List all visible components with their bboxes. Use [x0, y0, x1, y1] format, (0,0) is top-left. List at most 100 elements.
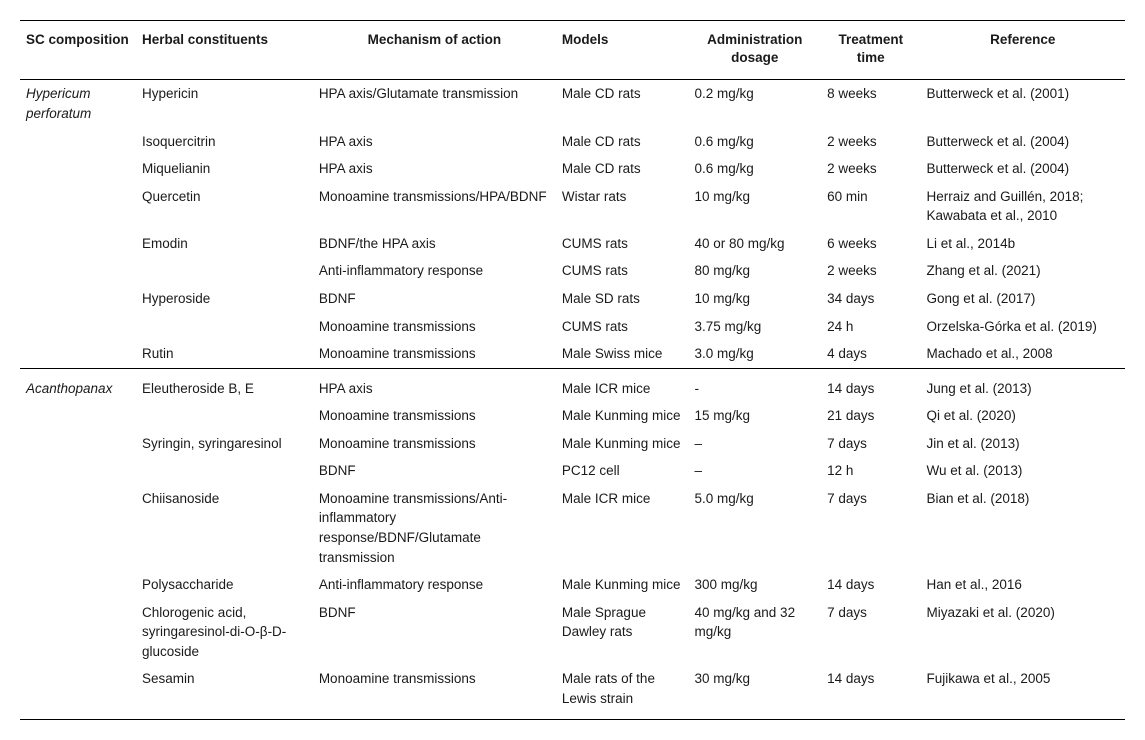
cell-ref: Qi et al. (2020) — [921, 402, 1125, 430]
cell-model: Wistar rats — [556, 183, 689, 230]
table-body: Hypericum perforatumHypericinHPA axis/Gl… — [20, 80, 1125, 719]
cell-sc — [20, 457, 136, 485]
table-row: Monoamine transmissionsMale Kunming mice… — [20, 402, 1125, 430]
cell-herb: Miquelianin — [136, 155, 313, 183]
cell-ref: Bian et al. (2018) — [921, 485, 1125, 571]
cell-dose: - — [689, 368, 822, 402]
cell-dose: – — [689, 430, 822, 458]
cell-dose: 5.0 mg/kg — [689, 485, 822, 571]
cell-model: CUMS rats — [556, 230, 689, 258]
data-table: SC composition Herbal constituents Mecha… — [20, 20, 1125, 720]
cell-time: 2 weeks — [821, 128, 920, 156]
cell-ref: Jung et al. (2013) — [921, 368, 1125, 402]
cell-sc — [20, 599, 136, 666]
table-row: Chlorogenic acid, syringaresinol-di-O-β-… — [20, 599, 1125, 666]
table-row: Anti-inflammatory responseCUMS rats80 mg… — [20, 257, 1125, 285]
cell-sc — [20, 183, 136, 230]
table-row: IsoquercitrinHPA axisMale CD rats0.6 mg/… — [20, 128, 1125, 156]
cell-mech: BDNF — [313, 285, 556, 313]
table-row: AcanthopanaxEleutheroside B, EHPA axisMa… — [20, 368, 1125, 402]
cell-time: 24 h — [821, 313, 920, 341]
cell-model: Male rats of the Lewis strain — [556, 665, 689, 719]
col-header-model: Models — [556, 21, 689, 80]
cell-dose: 0.6 mg/kg — [689, 128, 822, 156]
cell-herb: Chlorogenic acid, syringaresinol-di-O-β-… — [136, 599, 313, 666]
cell-ref: Herraiz and Guillén, 2018; Kawabata et a… — [921, 183, 1125, 230]
cell-sc: Hypericum perforatum — [20, 80, 136, 128]
table-row: QuercetinMonoamine transmissions/HPA/BDN… — [20, 183, 1125, 230]
cell-time: 6 weeks — [821, 230, 920, 258]
cell-sc — [20, 128, 136, 156]
cell-sc — [20, 230, 136, 258]
cell-ref: Miyazaki et al. (2020) — [921, 599, 1125, 666]
cell-sc — [20, 485, 136, 571]
cell-dose: 0.2 mg/kg — [689, 80, 822, 128]
cell-ref: Han et al., 2016 — [921, 571, 1125, 599]
cell-time: 7 days — [821, 599, 920, 666]
cell-herb: Eleutheroside B, E — [136, 368, 313, 402]
cell-model: Male SD rats — [556, 285, 689, 313]
table-row: MiquelianinHPA axisMale CD rats0.6 mg/kg… — [20, 155, 1125, 183]
cell-mech: Monoamine transmissions — [313, 402, 556, 430]
cell-time: 60 min — [821, 183, 920, 230]
cell-ref: Jin et al. (2013) — [921, 430, 1125, 458]
cell-time: 12 h — [821, 457, 920, 485]
cell-herb: Sesamin — [136, 665, 313, 719]
cell-model: Male CD rats — [556, 155, 689, 183]
cell-ref: Gong et al. (2017) — [921, 285, 1125, 313]
table-row: HyperosideBDNFMale SD rats10 mg/kg34 day… — [20, 285, 1125, 313]
cell-ref: Butterweck et al. (2004) — [921, 155, 1125, 183]
cell-dose: 3.75 mg/kg — [689, 313, 822, 341]
cell-mech: Monoamine transmissions — [313, 665, 556, 719]
cell-dose: 10 mg/kg — [689, 285, 822, 313]
cell-mech: HPA axis — [313, 128, 556, 156]
table-row: ChiisanosideMonoamine transmissions/Anti… — [20, 485, 1125, 571]
cell-sc: Acanthopanax — [20, 368, 136, 402]
cell-model: Male CD rats — [556, 80, 689, 128]
cell-ref: Zhang et al. (2021) — [921, 257, 1125, 285]
col-header-sc: SC composition — [20, 21, 136, 80]
cell-mech: Monoamine transmissions/HPA/BDNF — [313, 183, 556, 230]
cell-sc — [20, 313, 136, 341]
cell-mech: HPA axis/Glutamate transmission — [313, 80, 556, 128]
cell-dose: 30 mg/kg — [689, 665, 822, 719]
col-header-ref: Reference — [921, 21, 1125, 80]
cell-ref: Wu et al. (2013) — [921, 457, 1125, 485]
cell-model: Male Sprague Dawley rats — [556, 599, 689, 666]
table-row: Hypericum perforatumHypericinHPA axis/Gl… — [20, 80, 1125, 128]
cell-herb — [136, 313, 313, 341]
cell-sc — [20, 665, 136, 719]
cell-mech: Monoamine transmissions — [313, 340, 556, 368]
cell-model: Male Kunming mice — [556, 430, 689, 458]
cell-time: 34 days — [821, 285, 920, 313]
cell-herb — [136, 402, 313, 430]
cell-dose: 300 mg/kg — [689, 571, 822, 599]
cell-model: Male CD rats — [556, 128, 689, 156]
cell-herb: Syringin, syringaresinol — [136, 430, 313, 458]
cell-time: 14 days — [821, 368, 920, 402]
cell-time: 14 days — [821, 665, 920, 719]
cell-dose: 40 or 80 mg/kg — [689, 230, 822, 258]
cell-sc — [20, 571, 136, 599]
cell-model: Male Swiss mice — [556, 340, 689, 368]
cell-herb: Isoquercitrin — [136, 128, 313, 156]
cell-mech: Monoamine transmissions — [313, 430, 556, 458]
cell-model: Male ICR mice — [556, 368, 689, 402]
col-header-time: Treatment time — [821, 21, 920, 80]
cell-ref: Fujikawa et al., 2005 — [921, 665, 1125, 719]
cell-mech: BDNF — [313, 457, 556, 485]
cell-time: 14 days — [821, 571, 920, 599]
cell-herb: Emodin — [136, 230, 313, 258]
cell-time: 21 days — [821, 402, 920, 430]
cell-herb: Hyperoside — [136, 285, 313, 313]
cell-dose: – — [689, 457, 822, 485]
cell-model: CUMS rats — [556, 313, 689, 341]
cell-dose: 80 mg/kg — [689, 257, 822, 285]
col-header-dose: Administration dosage — [689, 21, 822, 80]
table-head: SC composition Herbal constituents Mecha… — [20, 21, 1125, 80]
cell-sc — [20, 402, 136, 430]
cell-herb: Chiisanoside — [136, 485, 313, 571]
cell-mech: Monoamine transmissions/Anti-inflammator… — [313, 485, 556, 571]
cell-time: 2 weeks — [821, 257, 920, 285]
table-row: PolysaccharideAnti-inflammatory response… — [20, 571, 1125, 599]
